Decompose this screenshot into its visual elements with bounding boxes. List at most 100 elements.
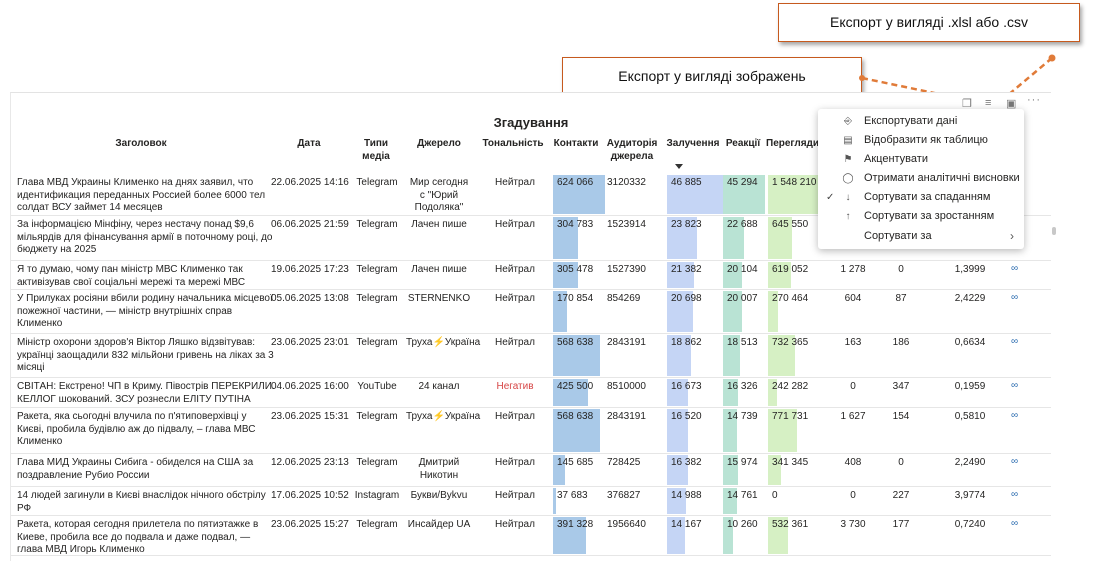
row-col-11: 1 627	[840, 411, 866, 422]
row-views: 771 731	[768, 409, 826, 452]
row-audience: 1523914	[607, 219, 646, 230]
row-reactions-fill	[723, 488, 737, 514]
row-col-13: 0,1959	[954, 381, 986, 392]
row-contacts-fill	[553, 517, 586, 554]
row-source: Лачен пише	[411, 219, 467, 230]
col-header-tone[interactable]: Тональність	[482, 138, 544, 149]
row-tone: Негатив	[496, 381, 534, 392]
row-title: Ракета, которая сегодня прилетела по пят…	[17, 519, 259, 555]
col-header-reactions[interactable]: Реакції	[725, 138, 761, 149]
link-icon[interactable]: ∞	[1011, 380, 1019, 391]
row-divider	[11, 486, 1051, 487]
col-header-audience[interactable]: Аудиторія джерела	[606, 138, 658, 162]
row-engagement-value: 21 382	[671, 264, 702, 275]
col-header-contacts[interactable]: Контакти	[553, 138, 599, 149]
row-contacts-fill	[553, 455, 566, 485]
focus-mode-icon[interactable]: ▣	[1006, 98, 1017, 110]
row-source: Мир сегодня с "Юрий Подоляка"	[409, 177, 469, 213]
row-views-fill	[768, 379, 778, 406]
link-icon[interactable]: ∞	[1011, 489, 1019, 500]
row-divider	[11, 515, 1051, 516]
copy-visual-icon[interactable]: ❐	[962, 98, 972, 110]
row-views-value: 341 345	[772, 457, 809, 468]
menu-label: Акцентувати	[864, 153, 928, 165]
row-source: Труха⚡Україна	[406, 411, 481, 422]
row-title: За інформацією Мінфіну, через нестачу по…	[17, 219, 273, 255]
more-options-icon[interactable]: ···	[1027, 94, 1041, 106]
row-engagement-value: 23 823	[671, 219, 702, 230]
row-tone: Нейтрал	[495, 490, 535, 501]
row-engagement: 16 382	[667, 455, 727, 485]
menu-item-sort-by[interactable]: Сортувати за ›	[818, 227, 1024, 246]
row-date: 23.06.2025 23:01	[271, 337, 349, 348]
row-views: 732 365	[768, 335, 826, 376]
col-header-title[interactable]: Заголовок	[115, 138, 167, 149]
row-views: 532 361	[768, 517, 826, 554]
row-audience: 8510000	[607, 381, 646, 392]
row-tone: Нейтрал	[495, 411, 535, 422]
row-reactions: 10 260	[723, 517, 765, 554]
row-contacts-fill	[553, 175, 605, 214]
export-icon: ⎆	[844, 116, 852, 127]
row-audience: 3120332	[607, 177, 646, 188]
link-icon[interactable]: ∞	[1011, 292, 1019, 303]
menu-label: Експортувати дані	[864, 115, 958, 127]
row-col-12: 227	[892, 490, 910, 501]
row-col-11: 0	[850, 490, 856, 501]
menu-item-sort-descending[interactable]: ✓ ↓ Сортувати за спаданням	[818, 188, 1024, 207]
row-divider	[11, 555, 1051, 556]
sort-descending-indicator	[675, 164, 683, 169]
row-engagement: 20 698	[667, 291, 727, 332]
row-reactions-value: 20 104	[727, 264, 758, 275]
row-engagement: 16 520	[667, 409, 727, 452]
row-date: 23.06.2025 15:31	[271, 411, 349, 422]
row-reactions: 22 688	[723, 217, 765, 259]
link-icon[interactable]: ∞	[1011, 518, 1019, 529]
menu-item-sort-ascending[interactable]: ↑ Сортувати за зростанням	[818, 207, 1024, 226]
row-views-fill	[768, 517, 788, 554]
link-icon[interactable]: ∞	[1011, 456, 1019, 467]
menu-item-get-insights[interactable]: ◯ Отримати аналітичні висновки	[818, 169, 1024, 188]
row-contacts: 304 783	[553, 217, 605, 259]
row-col-12: 186	[892, 337, 910, 348]
row-col-11: 3 730	[840, 519, 866, 530]
menu-item-export-data[interactable]: ⎆ Експортувати дані	[818, 112, 1024, 131]
row-engagement-value: 20 698	[671, 293, 702, 304]
vertical-scrollbar[interactable]	[1052, 227, 1056, 235]
col-header-date[interactable]: Дата	[297, 138, 321, 149]
col-header-source[interactable]: Джерело	[417, 138, 461, 149]
row-reactions: 16 326	[723, 379, 765, 406]
col-header-engagement[interactable]: Залучення	[666, 138, 720, 149]
col-header-media-type[interactable]: Типи медіа	[362, 138, 390, 162]
link-icon[interactable]: ∞	[1011, 263, 1019, 274]
row-engagement-fill	[667, 379, 689, 406]
row-contacts-value: 145 685	[557, 457, 594, 468]
row-tone: Нейтрал	[495, 264, 535, 275]
row-contacts-value: 37 683	[557, 490, 588, 501]
visual-title: Згадування	[493, 115, 569, 130]
row-engagement-value: 16 382	[671, 457, 702, 468]
row-views: 619 052	[768, 262, 826, 288]
menu-item-spotlight[interactable]: ⚑ Акцентувати	[818, 150, 1024, 169]
link-icon[interactable]: ∞	[1011, 336, 1019, 347]
menu-item-show-as-table[interactable]: ▤ Відобразити як таблицю	[818, 131, 1024, 150]
row-title: СВІТАН: Екстрено! ЧП в Криму. Півострів …	[17, 381, 275, 405]
row-contacts: 568 638	[553, 409, 605, 452]
row-reactions-value: 15 974	[727, 457, 758, 468]
row-engagement-value: 16 520	[671, 411, 702, 422]
row-contacts: 391 328	[553, 517, 605, 554]
row-engagement-fill	[667, 291, 694, 332]
row-contacts-value: 425 500	[557, 381, 594, 392]
row-views-fill	[768, 175, 826, 214]
row-reactions-value: 18 513	[727, 337, 758, 348]
row-contacts-value: 170 854	[557, 293, 594, 304]
row-contacts: 305 478	[553, 262, 605, 288]
row-reactions-fill	[723, 217, 745, 259]
row-divider	[11, 289, 1051, 290]
row-engagement-value: 46 885	[671, 177, 702, 188]
link-icon[interactable]: ∞	[1011, 410, 1019, 421]
filter-icon[interactable]: ≡	[985, 97, 992, 109]
row-contacts-fill	[553, 409, 601, 452]
col-header-views[interactable]: Перегляди	[766, 138, 820, 149]
row-col-13: 0,7240	[954, 519, 986, 530]
